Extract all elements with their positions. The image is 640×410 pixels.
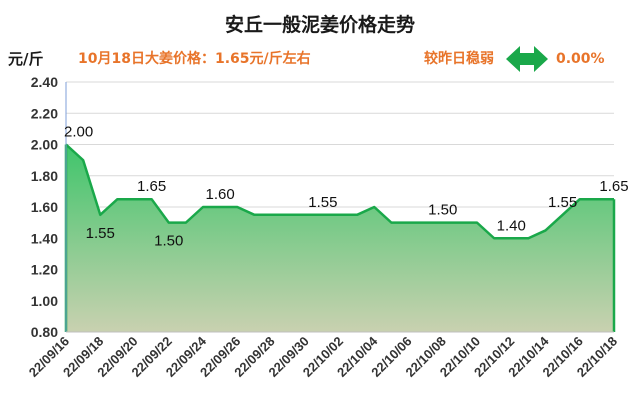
x-axis-ticks: 22/09/1622/09/1822/09/2022/09/2222/09/24…	[26, 333, 620, 380]
y-tick-label: 1.00	[31, 293, 58, 309]
y-tick-label: 1.60	[31, 199, 58, 215]
data-label: 1.55	[548, 194, 577, 211]
data-label: 1.55	[86, 225, 115, 242]
y-tick-label: 2.20	[31, 105, 58, 121]
data-label: 1.50	[428, 202, 457, 219]
y-tick-label: 1.80	[31, 168, 58, 184]
data-label: 1.40	[497, 217, 526, 234]
price-line	[65, 143, 614, 240]
change-percent: 0.00%	[556, 51, 605, 67]
data-label: 1.50	[154, 233, 183, 250]
y-tick-label: 2.00	[31, 137, 58, 153]
data-label: 2.00	[64, 124, 93, 141]
area-series	[64, 143, 616, 332]
data-label: 1.65	[137, 178, 166, 195]
y-tick-label: 1.40	[31, 230, 58, 246]
area-fill	[66, 144, 614, 332]
y-tick-label: 1.20	[31, 262, 58, 278]
trend-text: 较昨日稳弱	[424, 50, 494, 67]
y-tick-label: 0.80	[31, 324, 58, 340]
axes	[65, 82, 614, 333]
y-axis-ticks: 0.80 1.00 1.20 1.40 1.60 1.80 2.00 2.20 2.40	[31, 74, 58, 340]
data-label: 1.55	[308, 194, 337, 211]
chart-title: 安丘一般泥姜价格走势	[225, 13, 415, 36]
data-labels: 2.00 1.55 1.65 1.50 1.60 1.55 1.50 1.40 1.55 1.65	[64, 124, 629, 250]
data-label: 1.60	[206, 186, 235, 203]
data-label: 1.65	[599, 178, 628, 195]
y-tick-label: 2.40	[31, 74, 58, 90]
price-unit: 元/斤	[8, 50, 43, 68]
double-arrow-icon	[506, 46, 548, 72]
price-note: 10月18日大姜价格：1.65元/斤左右	[78, 50, 311, 67]
